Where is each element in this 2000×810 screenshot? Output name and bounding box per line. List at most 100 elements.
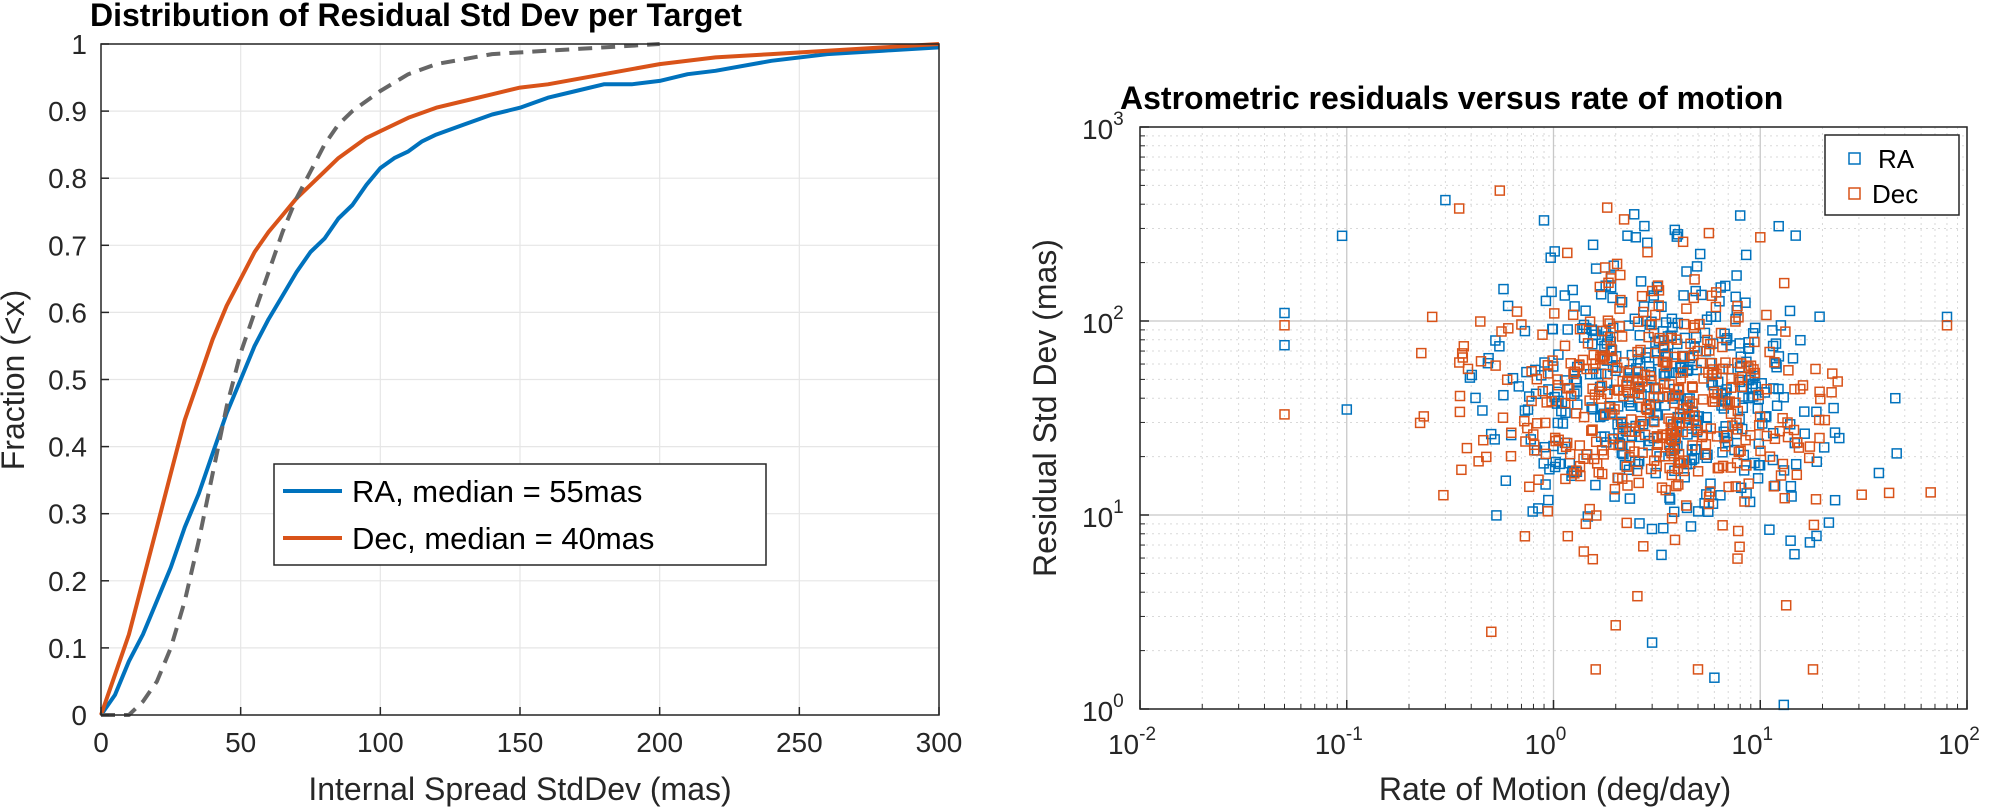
- scatter-point-dec: [1584, 503, 1595, 515]
- scatter-point-dec: [1552, 374, 1563, 385]
- scatter-point-dec: [1712, 389, 1723, 400]
- scatter-point-dec: [1519, 531, 1531, 542]
- scatter-point-ra: [1470, 392, 1481, 404]
- scatter-point-dec: [1780, 600, 1792, 611]
- scatter-point-ra: [1646, 523, 1658, 535]
- cdf-y-tick-label: 0.3: [48, 499, 87, 530]
- scatter-point-dec: [1531, 418, 1543, 429]
- scatter-point-ra: [1519, 325, 1531, 337]
- scatter-point-dec: [1575, 470, 1586, 482]
- scatter-point-dec: [1856, 489, 1867, 500]
- scatter-point-ra: [1612, 401, 1624, 412]
- scatter-point-dec: [1473, 456, 1484, 467]
- scatter-point-dec: [1607, 433, 1619, 445]
- cdf-y-tick-label: 0.5: [48, 365, 87, 396]
- scatter-point-dec: [1669, 397, 1680, 409]
- scatter-point-ra: [1637, 418, 1649, 430]
- cdf-x-tick-label: 50: [225, 727, 256, 758]
- scatter-point-ra: [1586, 402, 1597, 413]
- cdf-x-tick-label: 150: [497, 727, 544, 758]
- scatter-point-ra: [1750, 381, 1761, 393]
- scatter-point-dec: [1565, 390, 1577, 402]
- cdf-y-tick-label: 0: [71, 700, 87, 731]
- scatter-point-dec: [1613, 439, 1624, 451]
- scatter-point-dec: [1652, 280, 1664, 291]
- scatter-point-ra: [1823, 517, 1835, 528]
- scatter-point-dec: [1652, 431, 1663, 443]
- scatter-point-dec: [1748, 364, 1759, 375]
- scatter-point-ra: [1701, 452, 1712, 464]
- legend-marker-ra: [1848, 152, 1861, 165]
- scatter-point-dec: [1494, 185, 1506, 196]
- scatter-point-dec: [1454, 406, 1466, 418]
- scatter-point-dec: [1590, 664, 1601, 675]
- scatter-point-dec: [1537, 385, 1549, 397]
- scatter-point-dec: [1743, 478, 1754, 489]
- scatter-point-dec: [1670, 433, 1682, 444]
- scatter-point-dec: [1604, 318, 1615, 329]
- cdf-y-tick-label: 0.8: [48, 163, 87, 194]
- scatter-point-dec: [1689, 274, 1700, 285]
- scatter-point-dec: [1414, 417, 1426, 429]
- scatter-point-dec: [1692, 424, 1703, 436]
- scatter-point-dec: [1814, 386, 1825, 398]
- scatter-point-dec: [1685, 338, 1696, 350]
- scatter-point-ra: [1740, 297, 1751, 308]
- scatter-point-dec: [1777, 458, 1789, 470]
- scatter-point-ra: [1749, 322, 1761, 334]
- scatter-point-ra: [1632, 458, 1644, 470]
- scatter-point-dec: [1795, 383, 1806, 395]
- scatter-point-dec: [1692, 466, 1704, 477]
- scatter-point-dec: [1764, 451, 1776, 462]
- scatter-point-dec: [1645, 463, 1657, 475]
- scatter-y-axis-label: Residual Std Dev (mas): [1027, 239, 1063, 577]
- scatter-point-dec: [1684, 396, 1695, 407]
- scatter-point-dec: [1526, 395, 1537, 407]
- cdf-legend: RA, median = 55mas Dec, median = 40mas: [273, 463, 767, 566]
- scatter-point-ra: [1734, 210, 1746, 221]
- scatter-point-dec: [1639, 369, 1651, 380]
- scatter-point-dec: [1574, 440, 1586, 451]
- scatter-point-dec: [1703, 498, 1715, 510]
- scatter-point-dec: [1710, 287, 1722, 298]
- scatter-point-ra: [1691, 261, 1703, 272]
- scatter-point-dec: [1724, 396, 1735, 407]
- scatter-point-ra: [1539, 441, 1550, 453]
- scatter-point-dec: [1739, 496, 1750, 507]
- scatter-point-dec: [1596, 380, 1608, 392]
- scatter-point-ra: [1753, 438, 1765, 449]
- scatter-point-dec: [1697, 394, 1709, 405]
- scatter-point-dec: [1653, 300, 1664, 311]
- scatter-point-ra: [1651, 409, 1662, 421]
- scatter-point-ra: [1590, 479, 1601, 491]
- scatter-point-dec: [1712, 462, 1724, 474]
- scatter-point-ra: [1630, 232, 1642, 243]
- scatter-point-ra: [1545, 252, 1556, 263]
- scatter-point-ra: [1814, 311, 1825, 322]
- scatter-point-dec: [1721, 430, 1733, 442]
- scatter-point-dec: [1682, 402, 1694, 414]
- cdf-y-tick-label: 0.7: [48, 230, 87, 261]
- scatter-point-ra: [1635, 276, 1647, 287]
- scatter-point-dec: [1732, 553, 1743, 564]
- scatter-point-dec: [1621, 461, 1632, 472]
- scatter-point-dec: [1761, 383, 1772, 395]
- scatter-point-ra: [1279, 307, 1290, 319]
- scatter-point-ra: [1764, 524, 1775, 535]
- scatter-point-dec: [1711, 431, 1723, 442]
- scatter-point-dec: [1761, 309, 1772, 321]
- scatter-point-dec: [1542, 368, 1554, 379]
- scatter-point-dec: [1540, 448, 1552, 460]
- cdf-series-group: [99, 42, 940, 717]
- cdf-legend-box: [273, 463, 767, 566]
- scatter-point-dec: [1462, 363, 1474, 375]
- scatter-point-dec: [1720, 357, 1731, 368]
- scatter-point-dec: [1649, 416, 1660, 428]
- scatter-point-ra: [1658, 522, 1669, 534]
- scatter-point-dec: [1503, 323, 1514, 334]
- scatter-point-dec: [1706, 369, 1718, 381]
- scatter-point-dec: [1671, 480, 1682, 492]
- scatter-point-ra: [1828, 402, 1839, 414]
- scatter-point-dec: [1631, 465, 1643, 477]
